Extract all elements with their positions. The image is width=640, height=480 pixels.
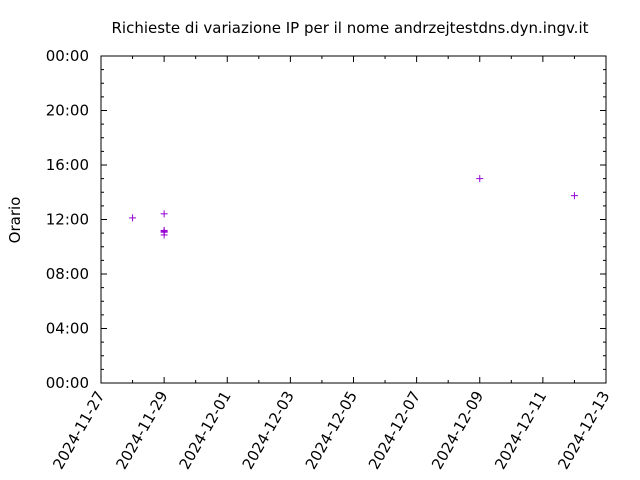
data-point <box>476 175 484 183</box>
data-point <box>160 210 168 218</box>
y-tick-label: 08:00 <box>46 265 89 283</box>
y-tick-label: 00:00 <box>46 374 89 392</box>
x-tick-label: 2024-12-03 <box>239 388 298 473</box>
data-point <box>129 214 137 222</box>
x-axis: 2024-11-27 2024-11-29 2024-12-01 2024-12-03… <box>49 56 613 473</box>
x-tick-label: 2024-12-01 <box>176 388 235 473</box>
y-tick-label: 12:00 <box>46 211 89 229</box>
y-tick-label: 16:00 <box>46 156 89 174</box>
y-tick-label: 00:00 <box>46 47 89 65</box>
data-points <box>129 175 578 239</box>
y-axis-label: Orario <box>6 197 24 244</box>
plot-area-frame <box>100 55 607 384</box>
y-tick-label: 20:00 <box>46 102 89 120</box>
x-tick-label: 2024-11-27 <box>49 388 108 473</box>
data-point <box>160 231 168 239</box>
x-tick-label: 2024-12-05 <box>302 388 361 473</box>
data-point <box>570 192 578 200</box>
x-tick-label: 2024-12-07 <box>365 388 424 473</box>
chart-title: Richieste di variazione IP per il nome a… <box>112 19 589 37</box>
x-tick-label: 2024-11-29 <box>112 388 171 473</box>
x-tick-label: 2024-12-09 <box>428 388 487 473</box>
x-tick-label: 2024-12-13 <box>554 388 613 473</box>
y-axis: 00:00 04:00 08:00 12:00 16:00 20:00 00:00 <box>46 47 606 392</box>
y-tick-label: 04:00 <box>46 320 89 338</box>
x-tick-label: 2024-12-11 <box>491 388 550 473</box>
